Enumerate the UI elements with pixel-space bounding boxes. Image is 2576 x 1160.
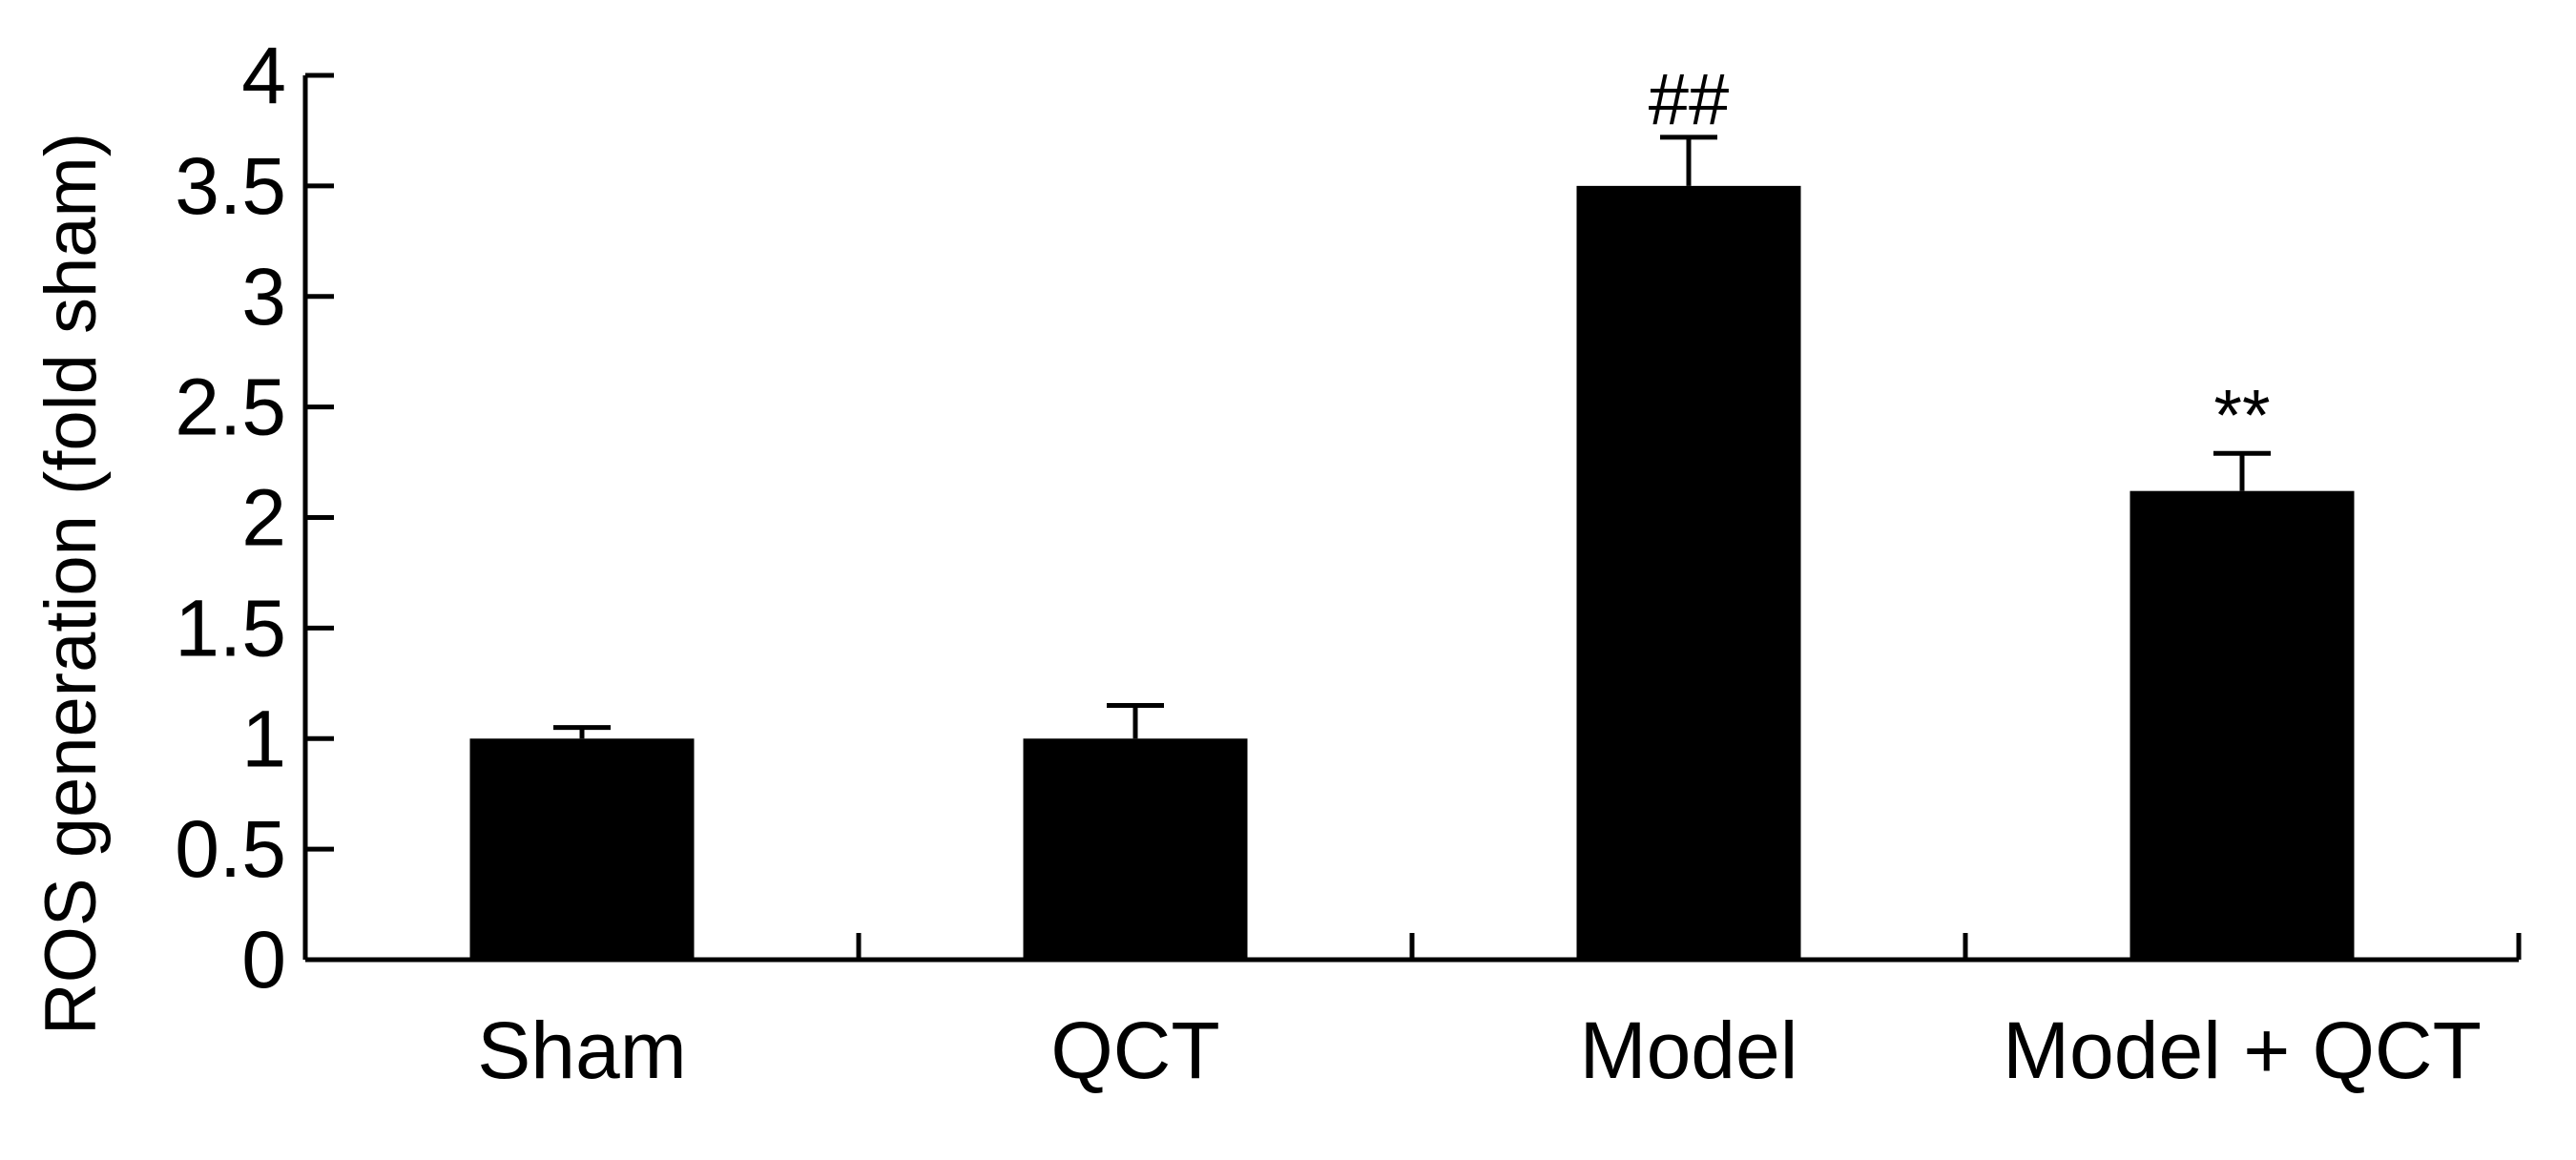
y-axis-label: ROS generation (fold sham) bbox=[31, 133, 112, 1035]
y-tick-label: 1 bbox=[241, 694, 286, 783]
y-tick-label: 4 bbox=[241, 31, 286, 120]
y-tick-label: 3 bbox=[241, 252, 286, 342]
y-tick-label: 0 bbox=[241, 915, 286, 1005]
bar-4 bbox=[2129, 490, 2355, 960]
x-category-label: QCT bbox=[1050, 1005, 1219, 1095]
y-tick-label: 0.5 bbox=[175, 804, 286, 894]
significance-annotation: ## bbox=[1649, 59, 1730, 140]
bar-2 bbox=[1023, 738, 1248, 960]
x-category-label: Model bbox=[1580, 1005, 1798, 1095]
y-tick-label: 2.5 bbox=[175, 362, 286, 452]
y-tick-label: 1.5 bbox=[175, 583, 286, 673]
y-tick-label: 3.5 bbox=[175, 141, 286, 231]
plot-area: 0 0.5 1 1.5 2 2.5 3 3.5 4 Sham QCT ## Model ** Model +… bbox=[175, 31, 2522, 1095]
y-tick-label: 2 bbox=[241, 473, 286, 563]
bar-1 bbox=[469, 738, 695, 960]
x-category-label: Sham bbox=[477, 1005, 686, 1095]
x-category-label: Model + QCT bbox=[2003, 1005, 2482, 1095]
significance-annotation: ** bbox=[2213, 375, 2270, 456]
bar-3 bbox=[1576, 185, 1801, 960]
